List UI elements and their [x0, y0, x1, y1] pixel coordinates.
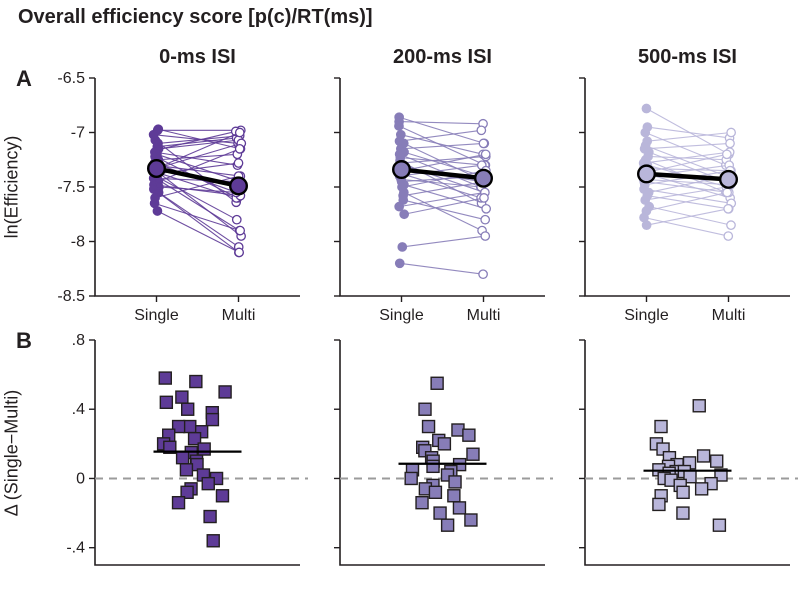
column-title-0: 0-ms ISI	[95, 46, 300, 69]
svg-text:0: 0	[76, 470, 85, 487]
svg-text:Single: Single	[379, 307, 424, 324]
svg-text:Single: Single	[134, 307, 179, 324]
panel-A-1: Single Multi	[280, 68, 555, 331]
svg-text:.4: .4	[72, 401, 85, 418]
column-title-1: 200-ms ISI	[340, 46, 545, 69]
column-title-2: 500-ms ISI	[585, 46, 790, 69]
row-label-B: B	[16, 328, 32, 354]
svg-text:-.4: -.4	[66, 540, 85, 557]
rowB-ylabel: Δ (Single−Multi)	[2, 389, 23, 516]
svg-text:-7: -7	[71, 125, 85, 142]
panel-B-1	[280, 330, 555, 573]
svg-text:Multi: Multi	[712, 307, 746, 324]
panel-B-2	[525, 330, 800, 573]
panel-B-0: -.4 0 .4 .8	[35, 330, 310, 573]
panel-A-0: -8.5 -8 -7.5 -7 -6.5 Single Multi	[35, 68, 310, 331]
panel-A-2: Single Multi	[525, 68, 800, 331]
svg-text:Multi: Multi	[467, 307, 501, 324]
row-label-A: A	[16, 66, 32, 92]
svg-text:-6.5: -6.5	[57, 70, 85, 87]
svg-text:-7.5: -7.5	[57, 179, 85, 196]
figure-title: Overall efficiency score [p(c)/RT(ms)]	[18, 6, 373, 29]
svg-text:Single: Single	[624, 307, 669, 324]
svg-text:-8.5: -8.5	[57, 288, 85, 305]
svg-text:Multi: Multi	[222, 307, 256, 324]
figure-root: Overall efficiency score [p(c)/RT(ms)] 0…	[0, 0, 800, 609]
svg-text:-8: -8	[71, 234, 85, 251]
rowA-ylabel: ln(Efficiency)	[2, 136, 23, 239]
svg-text:.8: .8	[72, 332, 85, 349]
